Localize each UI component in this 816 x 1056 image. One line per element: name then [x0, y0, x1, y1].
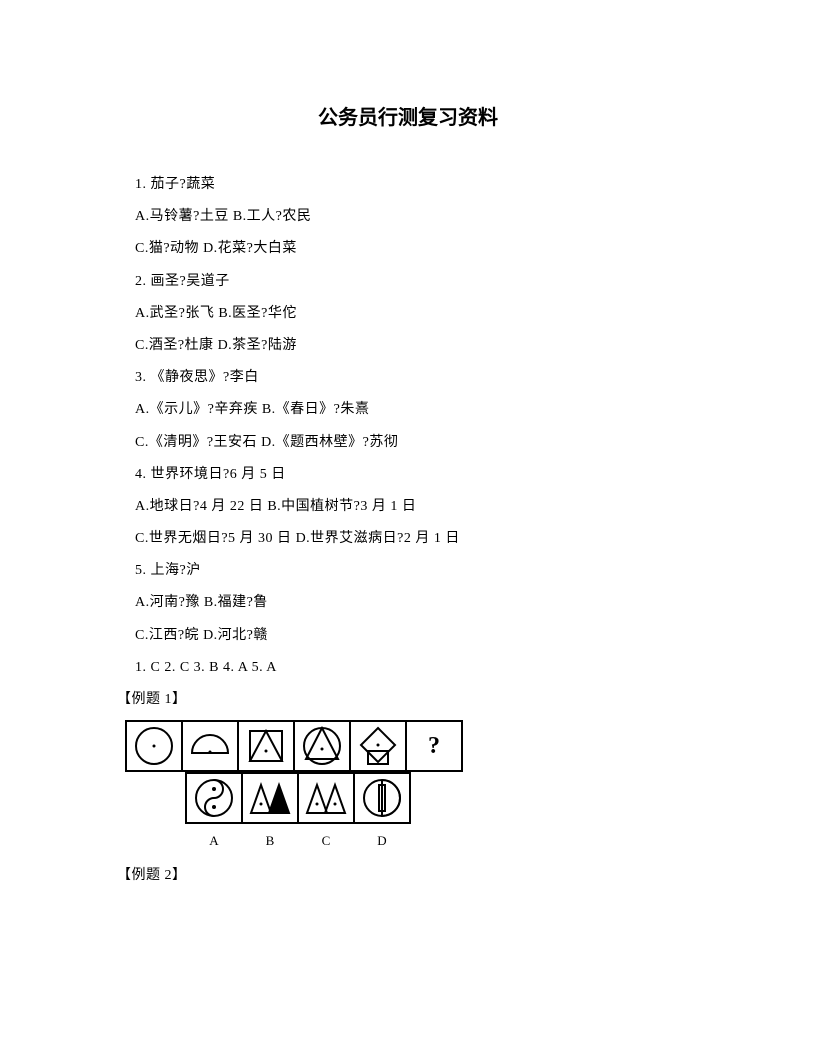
q3-cd: C.《清明》?王安石 D.《题西林壁》?苏彻: [135, 427, 681, 459]
fig1-optD: [353, 772, 411, 824]
example2-label: 【例题 2】: [117, 860, 681, 892]
q4-stem: 4. 世界环境日?6 月 5 日: [135, 459, 681, 491]
q2-ab: A.武圣?张飞 B.医圣?华佗: [135, 298, 681, 330]
fig1-cell4: [293, 720, 351, 772]
fig1-cell3: [237, 720, 295, 772]
fig1-optC: [297, 772, 355, 824]
q5-stem: 5. 上海?沪: [135, 555, 681, 587]
fig1-optB: [241, 772, 299, 824]
fig1-cell5: [349, 720, 407, 772]
q1-stem: 1. 茄子?蔬菜: [135, 169, 681, 201]
q2-stem: 2. 画圣?吴道子: [135, 266, 681, 298]
example1-figure: ?: [125, 720, 681, 856]
q4-ab: A.地球日?4 月 22 日 B.中国植树节?3 月 1 日: [135, 491, 681, 523]
q3-ab: A.《示儿》?辛弃疾 B.《春日》?朱熹: [135, 394, 681, 426]
q2-cd: C.酒圣?杜康 D.茶圣?陆游: [135, 330, 681, 362]
fig1-optA: [185, 772, 243, 824]
fig1-cell1: [125, 720, 183, 772]
page-title: 公务员行测复习资料: [135, 95, 681, 141]
answers: 1. C 2. C 3. B 4. A 5. A: [135, 652, 681, 684]
example1-label: 【例题 1】: [117, 684, 681, 716]
q1-ab: A.马铃薯?土豆 B.工人?农民: [135, 201, 681, 233]
fig1-cell6: ?: [405, 720, 463, 772]
q5-ab: A.河南?豫 B.福建?鲁: [135, 587, 681, 619]
example1-option-labels: A B C D: [185, 826, 681, 856]
q3-stem: 3. 《静夜思》?李白: [135, 362, 681, 394]
q1-cd: C.猫?动物 D.花菜?大白菜: [135, 233, 681, 265]
q4-cd: C.世界无烟日?5 月 30 日 D.世界艾滋病日?2 月 1 日: [135, 523, 681, 555]
fig1-cell2: [181, 720, 239, 772]
q5-cd: C.江西?皖 D.河北?赣: [135, 620, 681, 652]
